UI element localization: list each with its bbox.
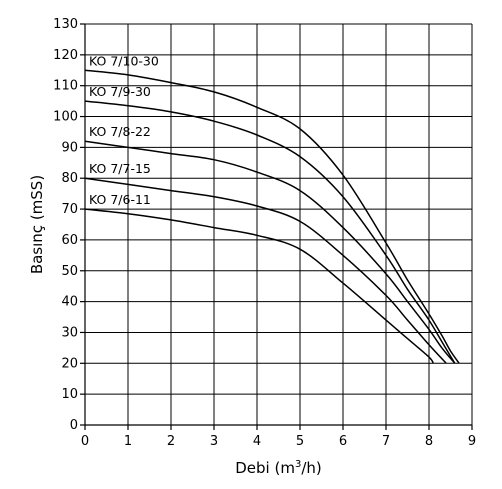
y-tick-label: 70: [61, 202, 78, 217]
x-tick-label: 7: [382, 434, 390, 449]
y-tick-label: 100: [53, 110, 78, 125]
x-tick-label: 8: [425, 434, 433, 449]
y-tick-label: 130: [53, 17, 78, 32]
y-tick-label: 110: [53, 79, 78, 94]
x-axis-title: Debi (m3/h): [235, 459, 322, 477]
y-tick-label: 20: [61, 356, 78, 371]
series-label: KO 7/8-22: [89, 124, 151, 139]
x-tick-label: 2: [167, 434, 175, 449]
series-label: KO 7/7-15: [89, 161, 151, 176]
y-axis-title: Basınç (mSS): [28, 175, 46, 274]
y-tick-label: 60: [61, 233, 78, 248]
x-tick-label: 9: [468, 434, 476, 449]
x-tick-label: 3: [210, 434, 218, 449]
y-tick-label: 90: [61, 140, 78, 155]
y-tick-label: 120: [53, 48, 78, 63]
series-line: [84, 177, 447, 364]
series-labels: KO 7/10-30 KO 7/9-30 KO 7/8-22 KO 7/7-15 KO …: [89, 53, 159, 207]
y-tick-label: 30: [61, 325, 78, 340]
x-tick-label: 5: [296, 434, 304, 449]
y-tick-label: 50: [61, 264, 78, 279]
series-label: KO 7/6-11: [89, 192, 151, 207]
y-tick-label: 10: [61, 387, 78, 402]
series-line: [84, 140, 456, 364]
y-tick-label: 80: [61, 171, 78, 186]
y-tick-label: 40: [61, 295, 78, 310]
grid: [84, 23, 473, 426]
x-tick-label: 0: [81, 434, 89, 449]
series-line: [84, 208, 434, 364]
x-tick-label: 6: [339, 434, 347, 449]
axes: [80, 23, 473, 430]
series-curves: [84, 69, 460, 364]
series-line: [84, 69, 460, 364]
y-tick-label: 0: [70, 418, 78, 433]
x-tick-labels: 0 1 2 3 4 5 6 7 8 9: [81, 434, 476, 449]
x-tick-label: 1: [124, 434, 132, 449]
x-tick-label: 4: [253, 434, 261, 449]
y-tick-labels: 0 10 20 30 40 50 60 70 80 90 100 110 120 130: [53, 17, 78, 433]
series-label: KO 7/10-30: [89, 53, 159, 68]
series-line: [84, 100, 456, 364]
series-label: KO 7/9-30: [89, 84, 151, 99]
